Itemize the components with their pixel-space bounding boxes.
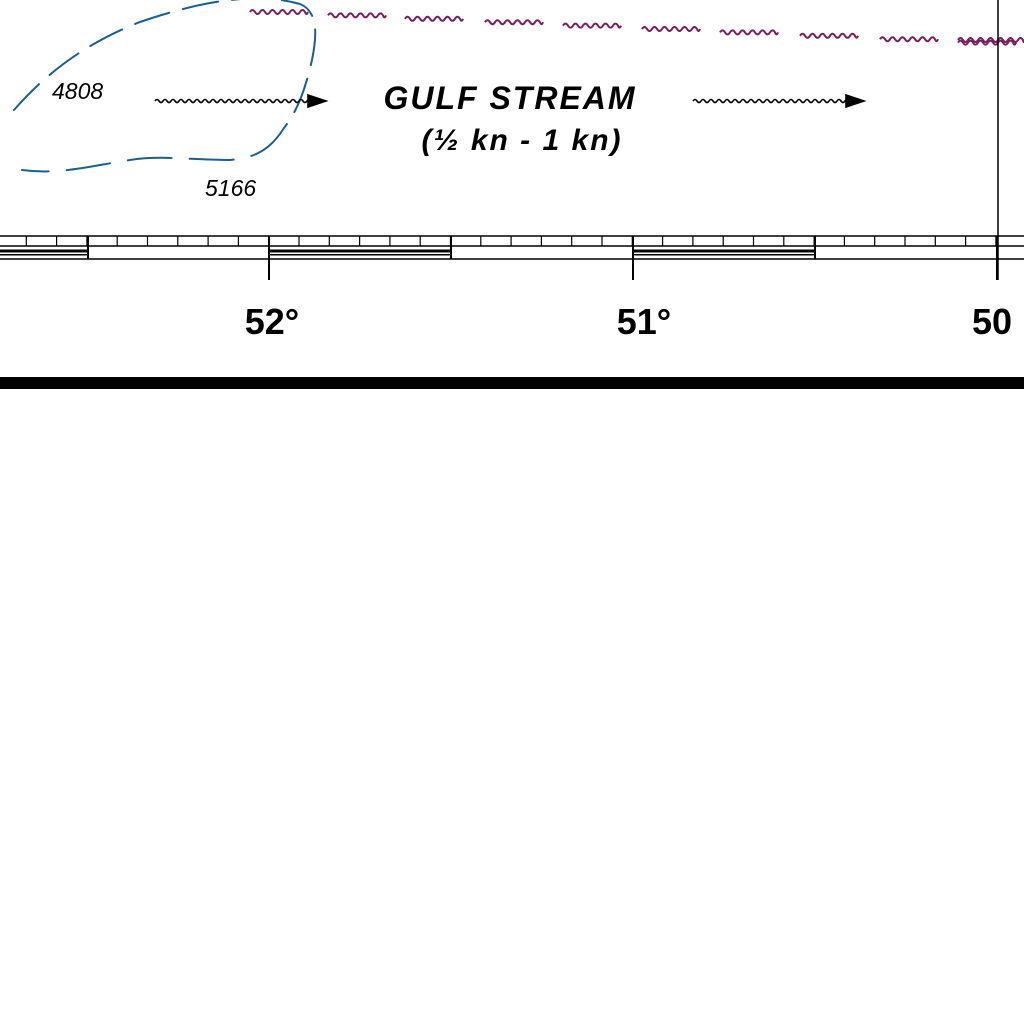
boundary-squiggle-segment [249, 9, 309, 15]
depth-contour-lower [21, 127, 285, 173]
depth-sounding-4808: 4808 [52, 78, 103, 104]
longitude-label-51: 51° [617, 301, 671, 342]
depth-contour-upper [13, 0, 317, 129]
boundary-squiggle-segment [957, 37, 1024, 43]
current-speed-label: (½ kn - 1 kn) [421, 124, 622, 157]
chart-neatline [0, 377, 1024, 389]
boundary-squiggle-line [249, 9, 1024, 46]
boundary-squiggle-segment [719, 29, 779, 36]
boundary-squiggle-segment [327, 12, 387, 19]
boundary-squiggle-segment [562, 22, 622, 29]
boundary-squiggle-segment [799, 32, 859, 39]
boundary-squiggle-segment [641, 26, 701, 32]
wavy-arrow-icon [692, 93, 867, 109]
boundary-squiggle-segment [484, 19, 544, 26]
depth-contour [13, 0, 317, 173]
longitude-label-50: 50 [972, 301, 1012, 342]
longitude-border-scale [0, 235, 1024, 280]
boundary-squiggle-segment [404, 15, 464, 22]
boundary-squiggle-segment [879, 36, 939, 43]
wavy-arrow-icon [154, 93, 329, 109]
current-label: GULF STREAM [383, 80, 636, 116]
boundary-squiggle-segment [957, 39, 1017, 46]
depth-sounding-5166: 5166 [205, 175, 256, 201]
longitude-label-52: 52° [245, 301, 299, 342]
